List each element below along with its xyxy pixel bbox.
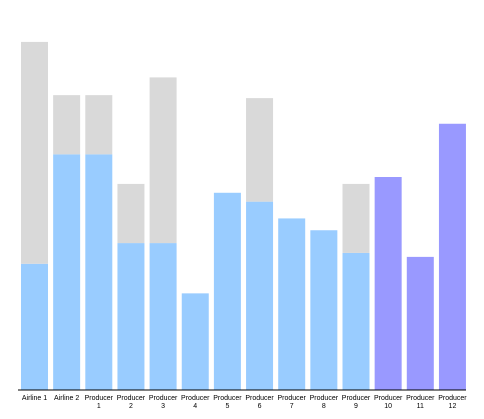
x-tick-label: 4 [193,403,197,410]
x-tick-label: 3 [161,403,165,410]
x-tick-label: Producer [117,395,146,402]
bar-segment [278,218,306,390]
x-tick-label: 7 [290,403,294,410]
x-tick-label: Producer [374,395,403,402]
bar-segment [53,95,81,155]
x-tick-label: 12 [449,403,457,410]
bar-segment [149,77,177,244]
x-tick-label: Producer [406,395,435,402]
bar-segment [374,177,402,390]
x-tick-label: Airline 1 [22,395,47,402]
x-tick-label: Producer [342,395,371,402]
x-tick-label: Producer [213,395,242,402]
x-tick-labels: Airline 1 Airline 2 Producer1Producer2Prod… [22,395,467,410]
x-tick-label: 6 [258,403,262,410]
x-tick-label: Airline 2 [54,395,79,402]
bar-segment [438,123,466,390]
bar-segment [117,183,145,244]
x-tick-label: Producer [85,395,114,402]
bar-segment [213,192,241,390]
x-tick-label: Producer [149,395,178,402]
bar-segment [85,154,113,390]
x-tick-label: 11 [417,403,424,410]
x-tick-label: Producer [438,395,467,402]
bar-segment [117,243,145,390]
bar-group [21,41,466,391]
bar-segment [21,41,48,264]
bar-segment [149,243,177,390]
x-tick-label: Producer [277,395,306,402]
bar-segment [246,98,274,202]
bar-segment [85,95,113,155]
x-tick-label: 2 [129,403,133,410]
bar-segment [342,252,370,390]
bar-segment [310,230,338,390]
x-tick-label: 10 [384,403,392,410]
bar-segment [342,183,370,253]
x-tick-label: 9 [354,403,358,410]
bar-segment [53,154,81,390]
x-tick-label: Producer [181,395,210,402]
bar-segment [246,201,274,390]
x-tick-label: 5 [225,403,229,410]
x-tick-label: 1 [97,403,101,410]
x-tick-label: Producer [245,395,274,402]
x-tick-label: 8 [322,403,326,410]
x-tick-label: Producer [310,395,339,402]
bar-segment [21,263,48,390]
bar-segment [181,293,209,390]
bar-segment [406,256,434,391]
